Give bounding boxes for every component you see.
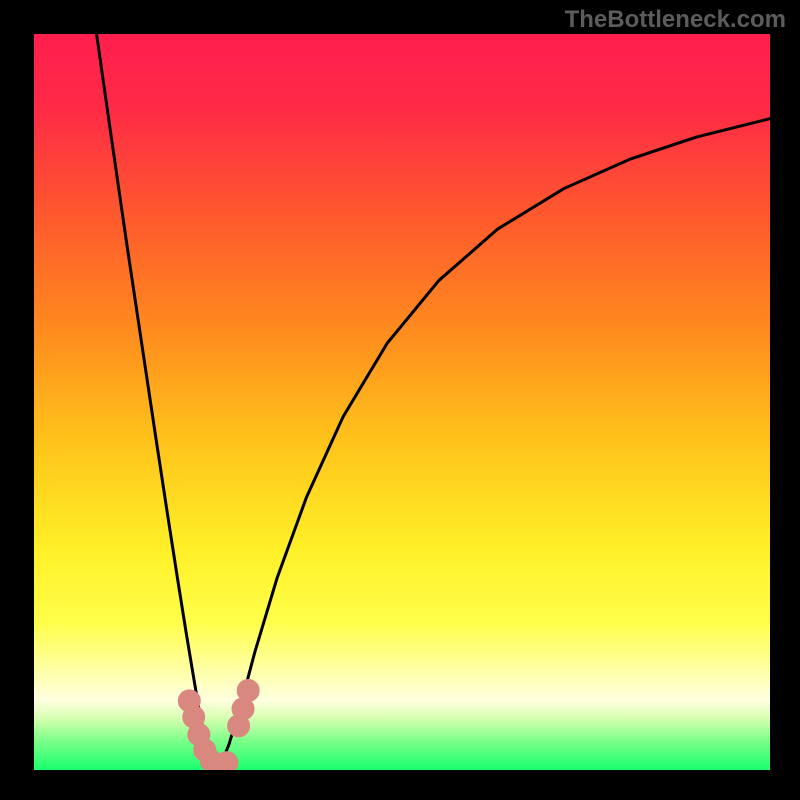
gradient-background xyxy=(34,34,770,770)
plot-area xyxy=(34,34,770,770)
watermark-text: TheBottleneck.com xyxy=(565,6,786,34)
cusp-marker xyxy=(237,680,259,702)
cusp-marker xyxy=(216,752,238,770)
plot-svg xyxy=(34,34,770,770)
